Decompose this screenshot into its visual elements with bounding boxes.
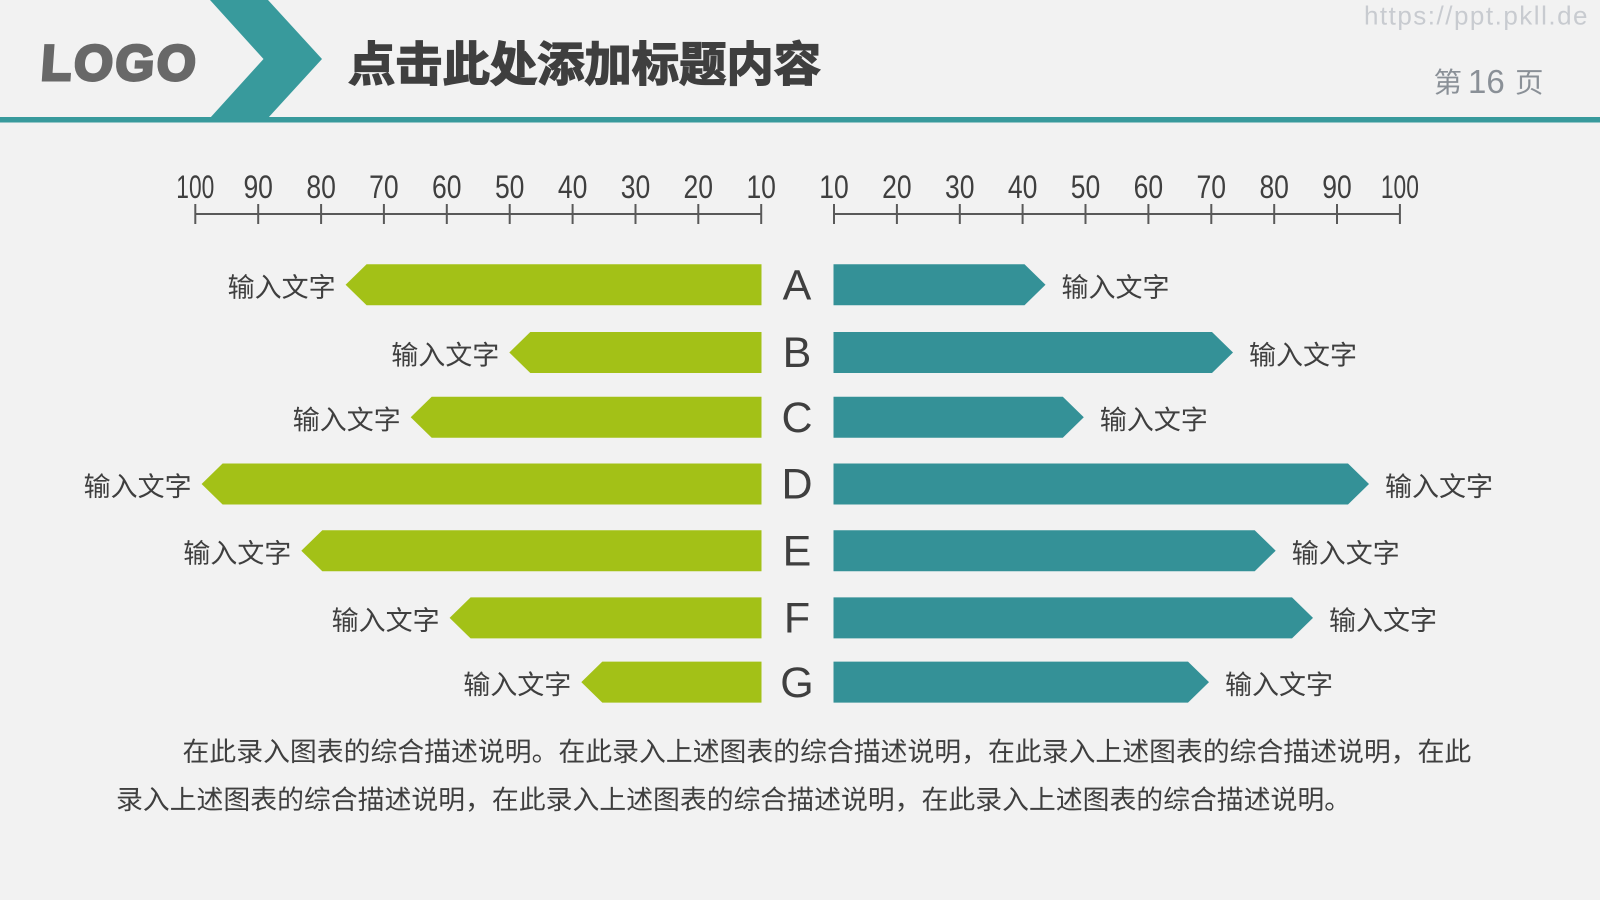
svg-text:100: 100: [176, 169, 214, 205]
svg-text:70: 70: [1197, 169, 1227, 205]
svg-text:20: 20: [882, 169, 912, 205]
svg-text:60: 60: [1134, 169, 1164, 205]
svg-text:40: 40: [558, 169, 588, 205]
svg-text:D: D: [781, 461, 812, 509]
svg-text:50: 50: [495, 169, 525, 205]
svg-text:70: 70: [369, 169, 399, 205]
svg-text:80: 80: [306, 169, 336, 205]
svg-text:40: 40: [1008, 169, 1038, 205]
svg-text:https://ppt.pkll.de: https://ppt.pkll.de: [1364, 1, 1589, 31]
svg-text:E: E: [783, 527, 812, 575]
svg-text:20: 20: [684, 169, 714, 205]
svg-text:60: 60: [432, 169, 462, 205]
svg-text:90: 90: [243, 169, 273, 205]
svg-text:100: 100: [1381, 169, 1419, 205]
svg-text:G: G: [780, 659, 813, 707]
svg-text:LOGO: LOGO: [39, 35, 200, 91]
svg-text:50: 50: [1071, 169, 1101, 205]
svg-text:10: 10: [819, 169, 849, 205]
svg-text:90: 90: [1322, 169, 1352, 205]
svg-text:C: C: [781, 394, 812, 442]
svg-text:B: B: [783, 329, 812, 377]
svg-text:30: 30: [945, 169, 975, 205]
svg-text:A: A: [783, 262, 812, 310]
svg-text:10: 10: [746, 169, 776, 205]
svg-text:80: 80: [1259, 169, 1289, 205]
svg-text:30: 30: [621, 169, 651, 205]
svg-text:F: F: [784, 595, 810, 643]
svg-text:16: 16: [1468, 63, 1505, 100]
